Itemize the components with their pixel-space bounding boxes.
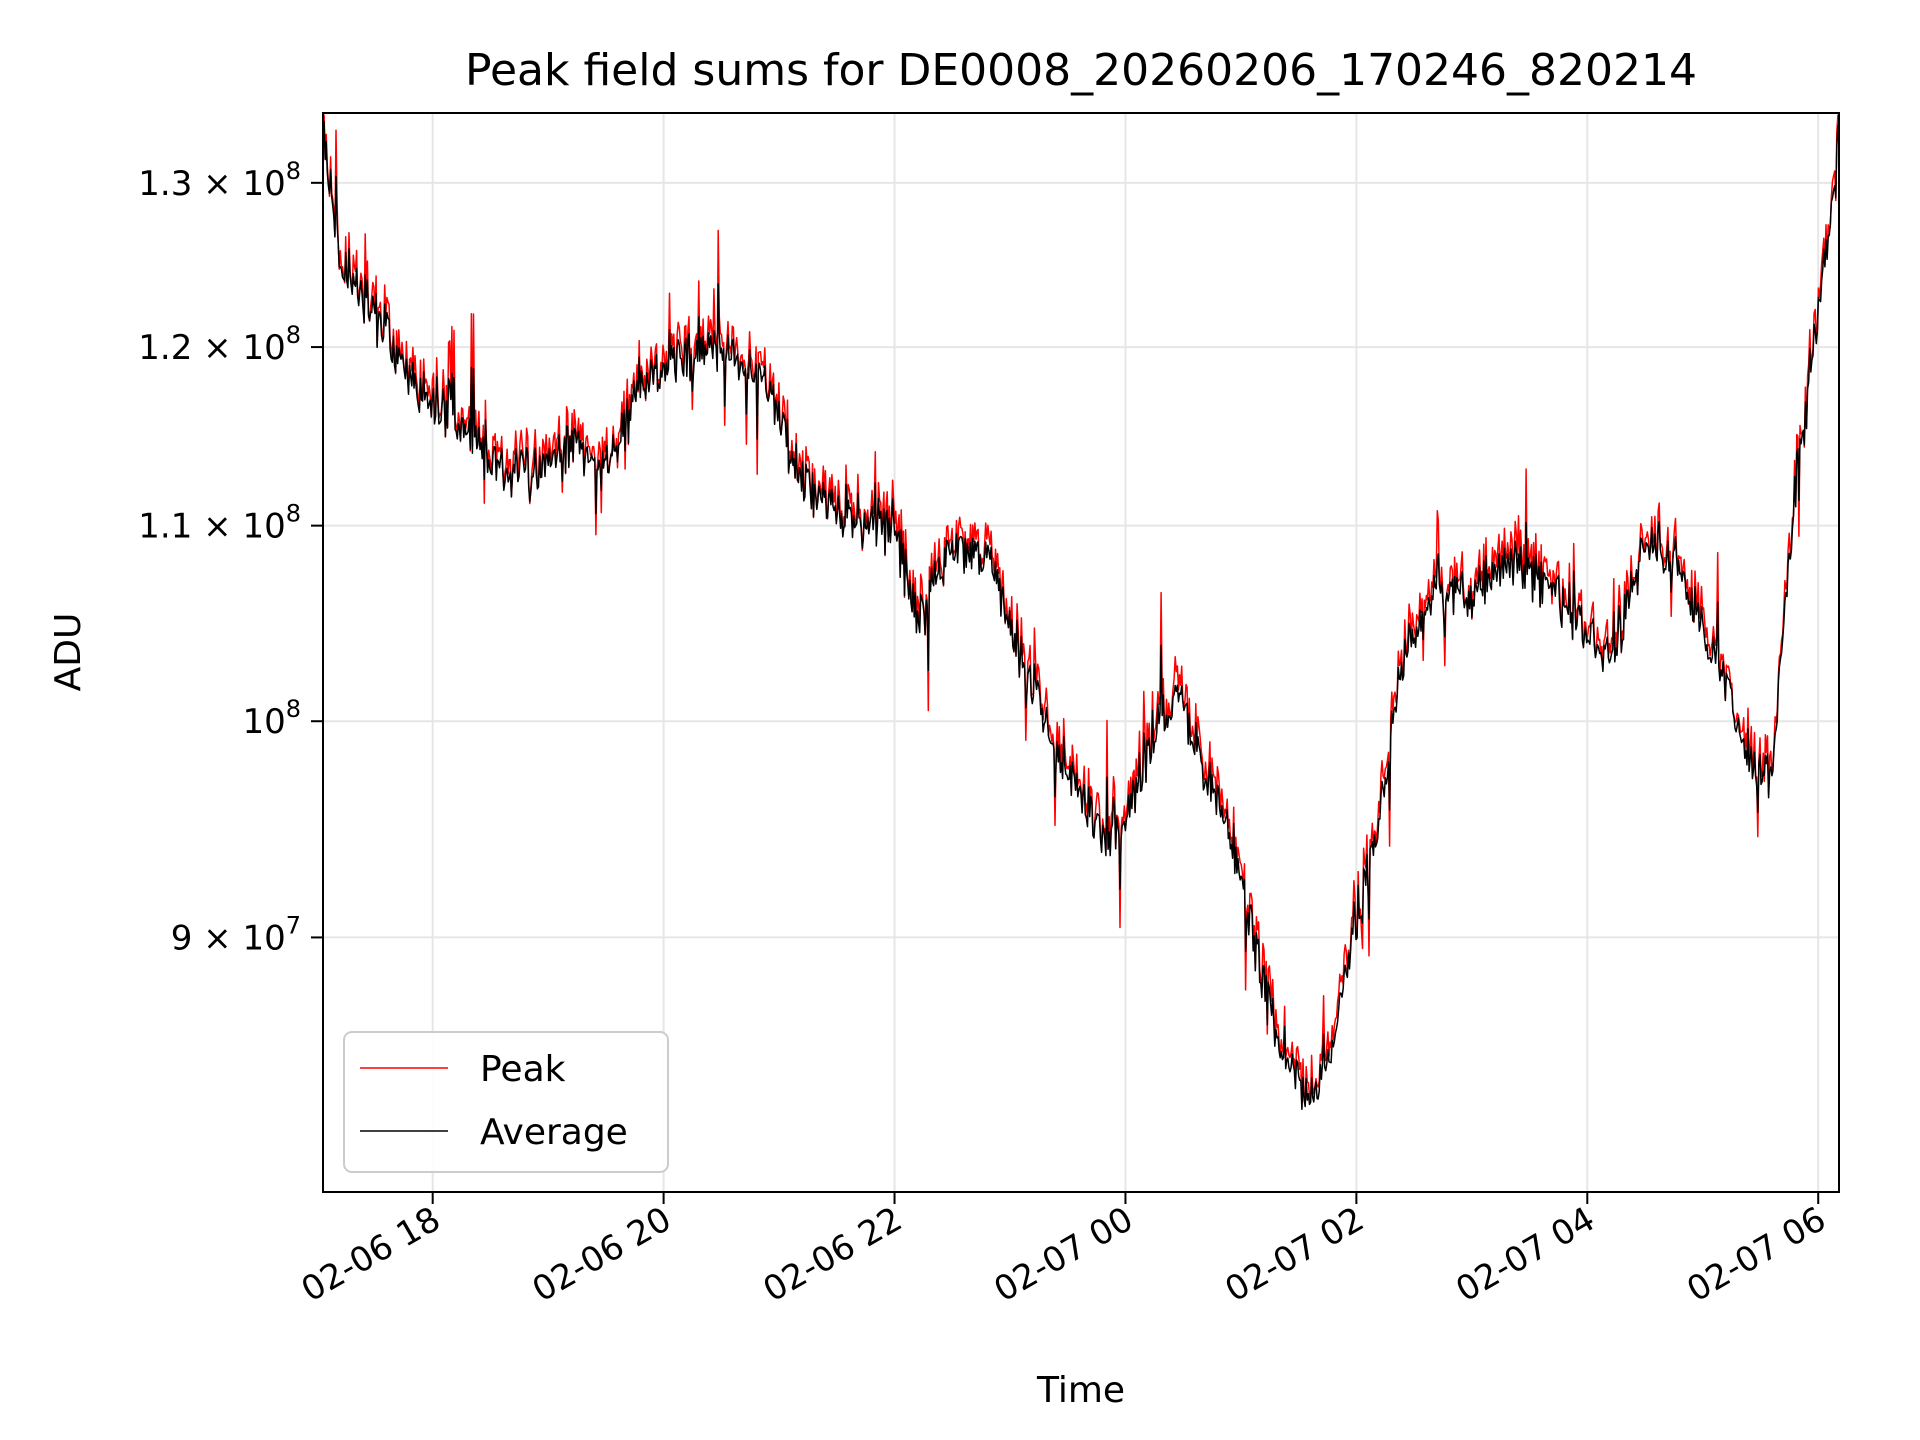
y-tick-label: 1.1 × 108 [138, 500, 301, 547]
series-layer [322, 114, 1840, 1111]
legend-average-label: Average [480, 1112, 628, 1153]
y-tick-mantissa: 9 × 10 [171, 918, 286, 958]
average-series-line [322, 120, 1840, 1111]
y-tick-mantissa: 1.2 × 10 [138, 328, 285, 368]
y-tick-label: 9 × 107 [171, 911, 301, 958]
y-tick-exponent: 8 [286, 500, 301, 528]
legend-box [343, 1031, 669, 1173]
y-tick-mantissa: 1.1 × 10 [138, 507, 285, 547]
y-tick-mantissa: 1.3 × 10 [138, 164, 285, 204]
y-tick-label: 108 [242, 695, 301, 742]
grid [323, 113, 1839, 1192]
y-tick-exponent: 8 [286, 157, 301, 185]
chart-title: Peak field sums for DE0008_20260206_1702… [465, 45, 1697, 96]
legend: Peak Average [343, 1031, 669, 1173]
y-tick-exponent: 7 [286, 911, 301, 939]
y-tick-mantissa: 10 [242, 702, 285, 742]
legend-peak-label: Peak [480, 1049, 566, 1090]
y-tick-label: 1.2 × 108 [138, 321, 301, 368]
y-tick-label: 1.3 × 108 [138, 157, 301, 204]
plot-frame [322, 112, 1840, 1193]
x-axis-label: Time [1036, 1370, 1125, 1411]
y-axis-label: ADU [48, 613, 89, 692]
y-tick-exponent: 8 [286, 321, 301, 349]
y-tick-exponent: 8 [286, 695, 301, 723]
